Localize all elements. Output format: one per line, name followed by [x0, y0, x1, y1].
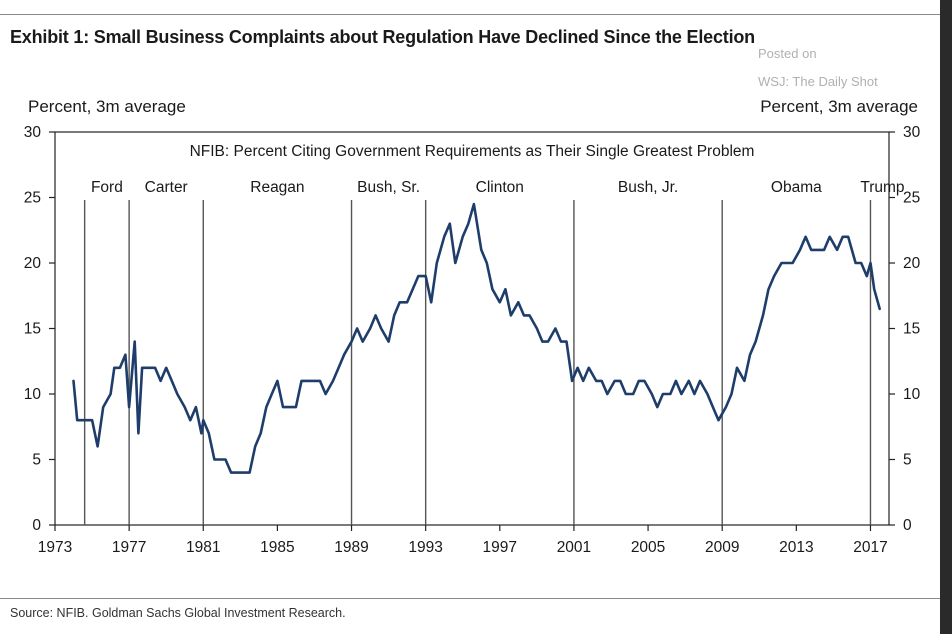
- y-axis-label-right: Percent, 3m average: [760, 97, 918, 116]
- y-tick-label-right: 25: [903, 190, 920, 207]
- y-tick-label-right: 10: [903, 386, 921, 403]
- y-tick-label-left: 10: [24, 386, 42, 403]
- x-tick-label: 2017: [853, 539, 887, 556]
- y-tick-label-right: 0: [903, 517, 912, 534]
- x-tick-label: 2013: [779, 539, 813, 556]
- y-tick-label-right: 30: [903, 124, 921, 141]
- y-tick-label-left: 30: [24, 124, 42, 141]
- axis-ticks: 1973 1977 1981 1985 1989 1993 1997 2001 2005 2009…: [24, 124, 921, 556]
- president-label: Carter: [145, 179, 188, 196]
- watermark-line-1: Posted on: [758, 46, 817, 61]
- series-line: [72, 202, 881, 474]
- exhibit-title: Exhibit 1: Small Business Complaints abo…: [10, 27, 755, 47]
- y-tick-label-left: 15: [24, 321, 41, 338]
- source-note: Source: NFIB. Goldman Sachs Global Inves…: [10, 606, 346, 620]
- x-tick-label: 1989: [334, 539, 368, 556]
- y-axis-label-left: Percent, 3m average: [28, 97, 186, 116]
- y-tick-label-right: 5: [903, 452, 912, 469]
- chart-title: NFIB: Percent Citing Government Requirem…: [190, 143, 755, 160]
- y-tick-label-left: 0: [32, 517, 41, 534]
- x-tick-label: 1993: [408, 539, 442, 556]
- president-label: Bush, Jr.: [618, 179, 678, 196]
- y-tick-label-right: 20: [903, 255, 921, 272]
- president-label: Clinton: [476, 179, 524, 196]
- x-tick-label: 1985: [260, 539, 294, 556]
- x-tick-label: 2005: [631, 539, 665, 556]
- x-tick-label: 2009: [705, 539, 739, 556]
- watermark-line-2: WSJ: The Daily Shot: [758, 74, 878, 89]
- series-group: [72, 202, 881, 474]
- x-tick-label: 2001: [557, 539, 591, 556]
- president-label: Ford: [91, 179, 123, 196]
- window-edge: [940, 0, 952, 634]
- x-tick-label: 1977: [112, 539, 146, 556]
- president-label: Bush, Sr.: [357, 179, 420, 196]
- y-tick-label-left: 5: [32, 452, 41, 469]
- president-label: Trump: [860, 179, 904, 196]
- y-tick-label-left: 25: [24, 190, 41, 207]
- bottom-divider: [0, 598, 952, 599]
- x-tick-label: 1973: [38, 539, 72, 556]
- president-label: Obama: [771, 179, 822, 196]
- x-tick-label: 1981: [186, 539, 220, 556]
- y-tick-label-left: 20: [24, 255, 42, 272]
- president-dividers: Ford Carter Reagan Bush, Sr. Clinton Bush, Jr…: [83, 179, 905, 525]
- x-tick-label: 1997: [483, 539, 517, 556]
- president-label: Reagan: [250, 179, 304, 196]
- y-tick-label-right: 15: [903, 321, 920, 338]
- top-divider: [0, 14, 952, 15]
